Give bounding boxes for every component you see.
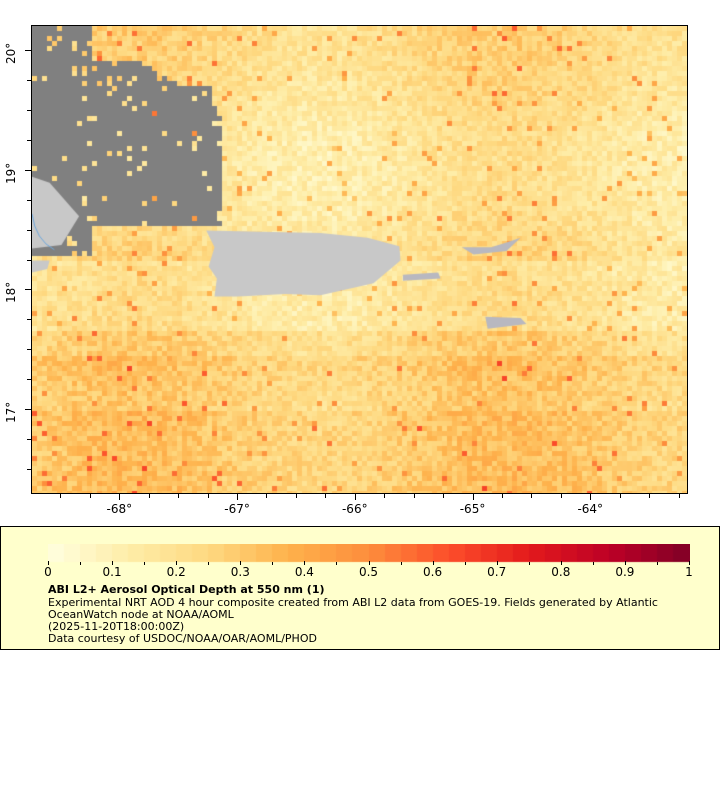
colorbar-label: 0 [44,565,52,579]
colorbar-tick [689,561,690,565]
x-tick [384,494,386,498]
x-tick [560,494,562,498]
colorbar-tick [176,561,178,565]
colorbar-label: 0.8 [551,565,571,579]
colorbar-tick [144,562,146,565]
colorbar-tick [624,561,626,565]
y-tick [27,468,31,470]
colorbar-label: 1 [685,565,693,579]
x-tick [501,494,503,498]
colorbar-label: 0.4 [294,565,314,579]
x-tick-label: -64° [577,502,604,516]
colorbar-tick [496,561,498,565]
legend-description: Experimental NRT AOD 4 hour composite cr… [48,596,658,609]
colorbar-tick [112,561,114,565]
x-tick [237,494,239,500]
colorbar-tick [80,562,82,565]
y-tick [27,199,31,201]
y-tick [25,50,31,52]
y-tick [27,109,31,111]
y-tick [27,259,31,261]
legend-description-2: OceanWatch node at NOAA/AOML [48,608,234,621]
colorbar-tick [336,562,338,565]
x-tick [178,494,180,498]
x-tick [619,494,621,498]
colorbar [48,544,690,564]
colorbar-tick [240,561,242,565]
x-tick [325,494,327,498]
y-tick [27,349,31,351]
y-tick [27,379,31,381]
colorbar-tick [592,562,594,565]
y-tick [25,289,31,291]
x-tick [89,494,91,498]
colorbar-label: 0.7 [487,565,507,579]
y-tick-label: 17° [4,401,18,424]
x-tick [649,494,651,498]
colorbar-tick [272,562,274,565]
y-tick [27,139,31,141]
aod-raster [32,26,687,493]
colorbar-label: 0.1 [102,565,122,579]
colorbar-tick [432,561,434,565]
x-tick-label: -67° [224,502,250,516]
legend-panel: 0 0.1 0.2 0.3 0.4 0.5 0.6 0.7 0.8 0.9 1 ABI L2+ Ae… [0,526,720,650]
x-tick [60,494,62,498]
x-tick [207,494,209,498]
colorbar-label: 0.6 [423,565,443,579]
y-tick-label: 19° [4,162,18,184]
colorbar-tick [656,562,658,565]
colorbar-tick [48,561,49,565]
y-tick-label: 20° [4,42,18,65]
aod-map[interactable] [31,25,688,494]
x-tick [413,494,415,498]
y-tick [25,169,31,171]
x-tick [472,494,474,500]
colorbar-label: 0.2 [166,565,186,579]
legend-credit: Data courtesy of USDOC/NOAA/OAR/AOML/PHO… [48,632,317,645]
x-tick [354,494,356,500]
x-tick [266,494,268,498]
x-tick-label: -65° [459,502,486,516]
y-tick [27,80,31,82]
legend-time: (2025-11-20T18:00:00Z) [48,620,185,633]
y-tick [25,409,31,411]
x-tick [678,494,680,498]
colorbar-tick [560,561,562,565]
x-tick-label: -68° [106,502,133,516]
y-tick-label: 18° [4,282,18,304]
colorbar-tick [208,562,210,565]
colorbar-tick [304,561,306,565]
legend-title: ABI L2+ Aerosol Optical Depth at 550 nm … [48,583,325,596]
x-tick [119,494,121,500]
colorbar-tick [400,562,402,565]
colorbar-label: 0.9 [615,565,635,579]
x-tick [295,494,297,498]
colorbar-tick [464,562,466,565]
y-tick [27,438,31,440]
colorbar-tick [528,562,530,565]
x-tick [443,494,445,498]
x-tick [531,494,533,498]
y-tick [27,229,31,231]
x-tick [590,494,592,500]
colorbar-tick [368,561,370,565]
x-tick [148,494,150,498]
y-tick [27,319,31,321]
colorbar-label: 0.3 [230,565,250,579]
x-tick-label: -66° [341,502,368,516]
colorbar-label: 0.5 [358,565,379,579]
